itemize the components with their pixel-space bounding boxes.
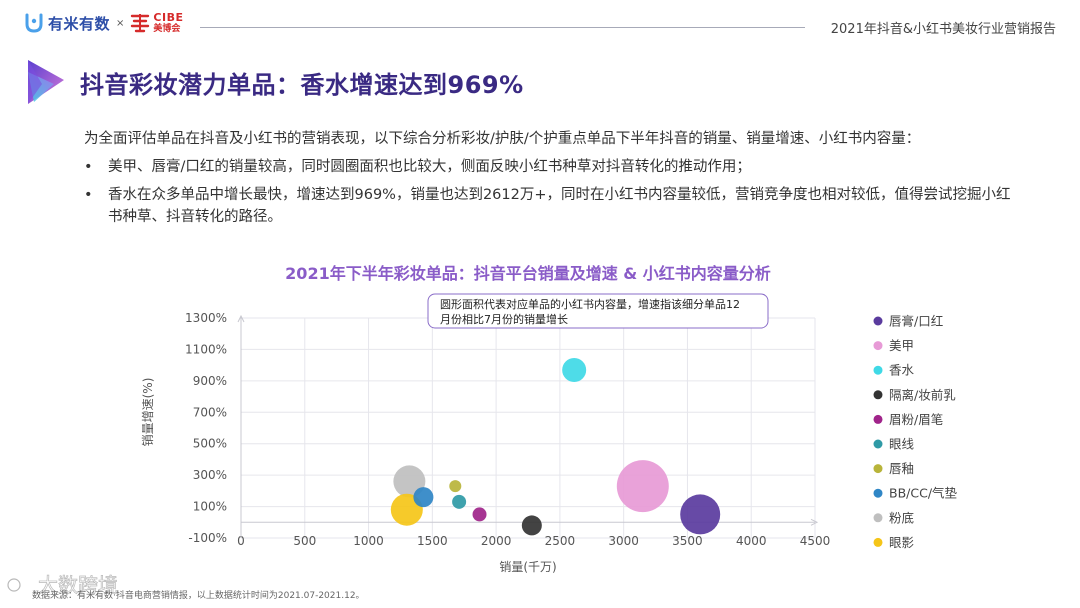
header-divider: [200, 27, 805, 28]
bullet-dot: •: [84, 187, 93, 203]
bubble-point: [616, 460, 669, 513]
chart-bubbles: [390, 358, 721, 536]
legend-label: 唇膏/口红: [889, 314, 943, 329]
x-axis-arrow: [810, 518, 819, 526]
report-title: 2021年抖音&小红书美妆行业营销报告: [830, 22, 1056, 37]
cibe-logo-icon: [131, 14, 150, 33]
y-tick-label: 1300%: [185, 311, 227, 325]
legend-label: 眼线: [889, 437, 915, 452]
x-tick-label: 1500: [417, 534, 448, 548]
page-title-block: 抖音彩妆潜力单品：香水增速达到969%: [24, 58, 524, 106]
brand: 有米有数 × CIBE 美博会: [24, 12, 183, 34]
chart-axes: -100% 100% 300% 500% 700% 900% 1100% 1300% 0 500 1…: [185, 311, 830, 548]
x-tick-label: 1000: [353, 534, 384, 548]
bullet-text: 香水在众多单品中增长最快，增速达到969%，销量也达到2612万+，同时在小红书…: [108, 187, 1011, 225]
partner-name-en: CIBE: [153, 11, 184, 24]
y-tick-label: -100%: [188, 531, 227, 545]
brand-name: 有米有数: [48, 14, 111, 33]
watermark-logo-icon: [7, 578, 21, 592]
intro-text: 为全面评估单品在抖音及小红书的营销表现，以下综合分析彩妆/护肤/个护重点单品下半…: [84, 131, 921, 147]
legend-marker: [873, 537, 883, 547]
x-tick-label: 3500: [672, 534, 703, 548]
watermark: 大数跨境: [7, 573, 118, 597]
legend-marker: [873, 439, 883, 449]
y-axis-title: 销量增速(%): [141, 378, 155, 447]
legend-label: 眼影: [889, 535, 915, 550]
source-footnote: 数据来源：有米有数·抖音电商营销情报，以上数据统计时间为2021.07-2021…: [32, 589, 365, 601]
page-title: 抖音彩妆潜力单品：香水增速达到969%: [80, 70, 524, 99]
youmi-logo-icon: [25, 13, 43, 33]
annotation-box: [427, 293, 769, 329]
y-axis-arrow: [237, 314, 245, 323]
x-tick-label: 2500: [545, 534, 576, 548]
chart-title: 2021年下半年彩妆单品：抖音平台销量及增速 & 小红书内容量分析: [285, 264, 771, 283]
legend-marker: [873, 488, 883, 498]
bubble-point: [452, 494, 467, 509]
legend-label: 香水: [889, 363, 915, 378]
watermark-text: 大数跨境: [38, 573, 118, 597]
x-tick-label: 500: [293, 534, 316, 548]
bubble-point: [413, 487, 434, 508]
x-tick-label: 0: [237, 534, 245, 548]
legend-marker: [873, 365, 883, 375]
bubble-point: [472, 507, 487, 522]
bullet-item: • 美甲、唇膏/口红的销量较高，同时圆圈面积也比较大，侧面反映小红书种草对抖音转…: [84, 156, 1014, 178]
legend-label: 眉粉/眉笔: [889, 412, 943, 427]
bullet-dot: •: [84, 159, 93, 175]
y-tick-label: 100%: [193, 500, 227, 514]
legend-marker: [873, 513, 883, 523]
y-tick-label: 1100%: [185, 342, 227, 356]
partner-name-cn: 美博会: [153, 24, 181, 34]
bullet-item: • 香水在众多单品中增长最快，增速达到969%，销量也达到2612万+，同时在小…: [84, 184, 1014, 228]
bullet-list: • 美甲、唇膏/口红的销量较高，同时圆圈面积也比较大，侧面反映小红书种草对抖音转…: [84, 156, 1014, 234]
bubble-point: [562, 358, 587, 383]
bullet-text: 美甲、唇膏/口红的销量较高，同时圆圈面积也比较大，侧面反映小红书种草对抖音转化的…: [108, 159, 751, 175]
x-tick-label: 3000: [608, 534, 639, 548]
annotation-text-line1: 圆形面积代表对应单品的小红书内容量，增速指该细分单品12: [440, 297, 740, 311]
annotation-text-line2: 月份相比7月份的销量增长: [440, 312, 568, 326]
x-tick-label: 4000: [736, 534, 767, 548]
partner-name: CIBE 美博会: [153, 12, 183, 34]
legend-marker: [873, 464, 883, 474]
legend-label: 唇釉: [889, 461, 914, 476]
y-tick-label: 900%: [193, 374, 227, 388]
bubble-point: [680, 494, 721, 535]
y-tick-label: 300%: [193, 468, 227, 482]
legend-label: 美甲: [889, 338, 914, 353]
legend-marker: [873, 316, 883, 326]
legend-marker: [873, 341, 883, 351]
x-tick-label: 2000: [481, 534, 512, 548]
brand-separator: ×: [116, 17, 125, 29]
play-triangle-icon: [28, 60, 64, 104]
x-axis-title: 销量(千万): [499, 560, 556, 574]
x-tick-label: 4500: [800, 534, 831, 548]
chart-grid: [240, 317, 816, 539]
legend-label: 粉底: [889, 510, 914, 525]
legend-label: 隔离/妆前乳: [889, 387, 956, 402]
top-bar: 有米有数 × CIBE 美博会 2021年抖音&小红书美妆行业营销报告: [0, 0, 1080, 52]
bubble-point: [449, 480, 462, 493]
legend-marker: [873, 414, 883, 424]
bubble-point: [521, 515, 542, 536]
chart-annotation: 圆形面积代表对应单品的小红书内容量，增速指该细分单品12 月份相比7月份的销量增…: [427, 293, 769, 329]
legend-label: BB/CC/气垫: [889, 486, 958, 501]
y-tick-label: 700%: [193, 405, 227, 419]
legend-marker: [873, 390, 883, 400]
y-tick-label: 500%: [193, 437, 227, 451]
